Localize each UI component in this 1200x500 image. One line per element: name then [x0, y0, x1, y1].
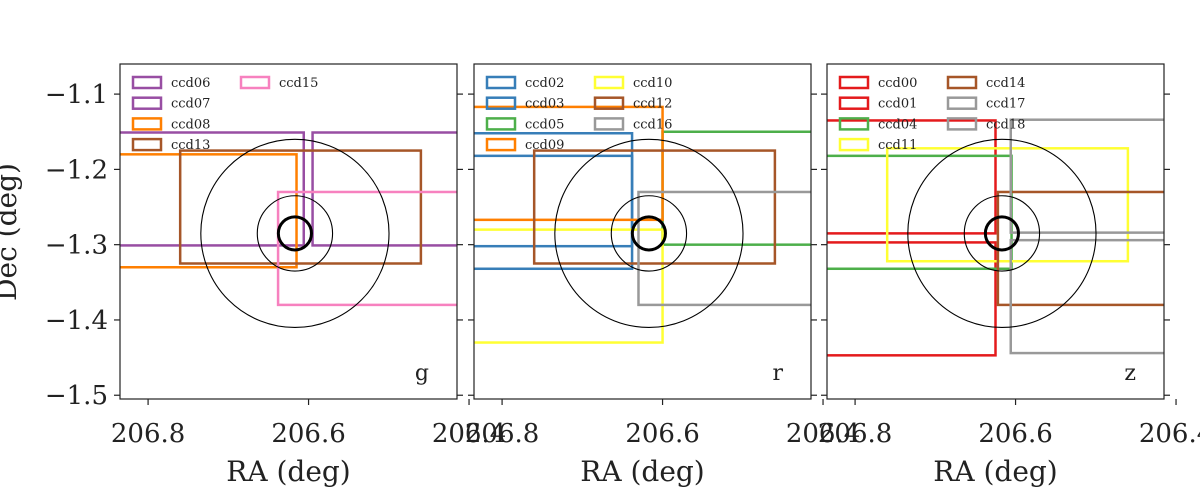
legend-swatch-ccd06	[131, 75, 163, 90]
x-tick-label: 206.4	[786, 419, 860, 449]
legend-label-ccd01: ccd01	[878, 97, 917, 112]
plot-area	[827, 118, 1164, 357]
legend: ccd02 ccd03 ccd05 ccd09 ccd10 ccd12 ccd16	[485, 75, 672, 153]
ccd-outline-ccd07	[311, 131, 457, 247]
aperture-circle	[256, 195, 334, 272]
legend-label-ccd17: ccd17	[986, 97, 1025, 112]
aperture-circle	[630, 215, 667, 252]
ccd-outline-ccd13	[178, 149, 423, 265]
ccd-outline-ccd00	[827, 119, 997, 235]
legend-swatch-ccd11	[838, 137, 870, 152]
x-tick-label: 206.8	[111, 419, 185, 449]
x-axis-label: RA (deg)	[580, 455, 704, 488]
legend-swatch-ccd10	[593, 75, 625, 90]
x-tick-label: 206.6	[625, 419, 699, 449]
legend-label-ccd03: ccd03	[525, 97, 564, 112]
ccd-outline-ccd12	[532, 149, 777, 265]
ccd-outline-ccd09	[474, 105, 664, 222]
y-axis-label: Dec (deg)	[0, 163, 23, 301]
legend-swatch-ccd12	[593, 96, 625, 110]
ccd-outline-ccd15	[276, 190, 457, 307]
y-tick-label: −1.4	[45, 306, 108, 336]
legend-label-ccd04: ccd04	[878, 117, 917, 132]
x-tick-label: 206.8	[465, 419, 539, 449]
panel-frame	[119, 63, 458, 400]
aperture-circle	[610, 195, 688, 272]
band-label: z	[1124, 361, 1136, 386]
ccd-outline-ccd16	[637, 190, 811, 307]
ccd-outline-ccd14	[996, 190, 1164, 307]
x-tick-label: 206.8	[818, 419, 892, 449]
legend-label-ccd00: ccd00	[878, 76, 917, 91]
y-tick-label: −1.1	[45, 80, 108, 110]
legend-label-ccd10: ccd10	[633, 76, 672, 91]
aperture-circle	[554, 138, 744, 329]
x-tick-label: 206.4	[1139, 419, 1200, 449]
band-label: g	[415, 361, 429, 386]
panel-frame	[473, 63, 812, 400]
y-tick-label: −1.3	[45, 231, 108, 261]
legend-swatch-ccd15	[239, 75, 271, 90]
legend-label-ccd14: ccd14	[986, 76, 1025, 91]
legend-swatch-ccd16	[593, 117, 625, 131]
legend-label-ccd09: ccd09	[525, 138, 564, 153]
legend: ccd00 ccd01 ccd04 ccd11 ccd14 ccd17 ccd18	[838, 75, 1025, 153]
x-axis-label: RA (deg)	[933, 455, 1057, 488]
y-tick-label: −1.5	[45, 381, 108, 411]
ccd-outline-ccd10	[474, 228, 664, 344]
ccd-outline-ccd03	[474, 154, 634, 271]
legend-swatch-ccd01	[838, 96, 870, 110]
legend: ccd06 ccd07 ccd08 ccd13 ccd15	[131, 75, 318, 153]
panel-frame	[826, 63, 1165, 400]
legend-label-ccd12: ccd12	[633, 97, 672, 112]
ccd-outline-ccd08	[120, 153, 298, 269]
legend-swatch-ccd05	[485, 117, 517, 131]
aperture-circle	[276, 215, 313, 252]
legend-label-ccd18: ccd18	[986, 117, 1025, 132]
y-tick-label: −1.2	[45, 155, 108, 185]
legend-swatch-ccd04	[838, 117, 870, 131]
ccd-outline-ccd01	[827, 241, 997, 357]
ccd-outline-ccd17	[1009, 118, 1164, 234]
x-tick-label: 206.6	[271, 419, 345, 449]
legend-label-ccd15: ccd15	[279, 76, 318, 91]
legend-label-ccd13: ccd13	[171, 138, 210, 153]
plot-area	[120, 131, 457, 329]
x-tick-label: 206.4	[432, 419, 506, 449]
legend-swatch-ccd18	[946, 117, 978, 131]
legend-label-ccd07: ccd07	[171, 97, 210, 112]
ccd-outline-ccd04	[827, 154, 1013, 271]
legend-label-ccd11: ccd11	[878, 138, 917, 153]
ccd-outline-ccd06	[120, 131, 305, 247]
legend-label-ccd08: ccd08	[171, 117, 210, 132]
legend-swatch-ccd03	[485, 96, 517, 110]
legend-label-ccd05: ccd05	[525, 117, 564, 132]
ccd-outline-ccd11	[885, 147, 1130, 263]
aperture-circle	[907, 138, 1097, 329]
legend-swatch-ccd02	[485, 75, 517, 90]
legend-swatch-ccd17	[946, 96, 978, 110]
legend-swatch-ccd13	[131, 137, 163, 152]
band-label: r	[772, 361, 783, 386]
legend-swatch-ccd08	[131, 117, 163, 131]
legend-swatch-ccd07	[131, 96, 163, 110]
aperture-circle	[200, 138, 390, 329]
legend-swatch-ccd14	[946, 75, 978, 90]
x-axis-label: RA (deg)	[226, 455, 350, 488]
ccd-outline-ccd18	[1009, 238, 1164, 355]
aperture-circle	[983, 215, 1020, 252]
aperture-circle	[963, 195, 1041, 272]
x-tick-label: 206.6	[978, 419, 1052, 449]
legend-swatch-ccd00	[838, 75, 870, 90]
legend-swatch-ccd09	[485, 137, 517, 152]
legend-label-ccd06: ccd06	[171, 76, 210, 91]
legend-label-ccd02: ccd02	[525, 76, 564, 91]
panel-r: 206.8 206.6 206.4RA (deg)rccd02ccd03ccd05c…	[465, 63, 860, 488]
legend-label-ccd16: ccd16	[633, 117, 672, 132]
plot-area	[474, 105, 811, 344]
